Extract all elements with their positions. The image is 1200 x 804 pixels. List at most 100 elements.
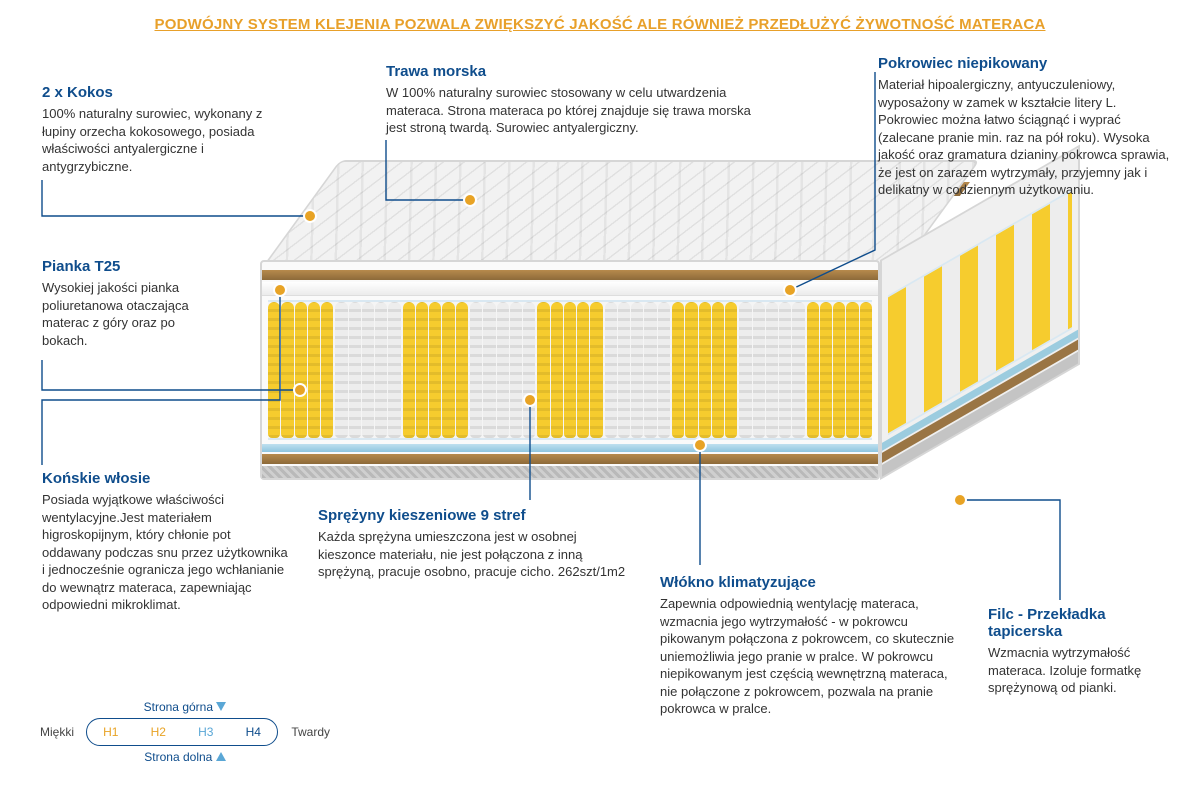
spring-zone xyxy=(335,302,400,438)
spring-coil xyxy=(321,302,333,438)
spring-coil xyxy=(699,302,711,438)
firmness-right-label: Twardy xyxy=(278,725,330,739)
mattress-front-face xyxy=(260,260,880,480)
callout-title: Pianka T25 xyxy=(42,258,222,275)
callout-title: Filc - Przekładka tapicerska xyxy=(988,606,1183,640)
callout-body: W 100% naturalny surowiec stosowany w ce… xyxy=(386,84,766,137)
spring-coil xyxy=(860,302,872,438)
firmness-h2: H2 xyxy=(151,725,166,739)
spring-coil xyxy=(577,302,589,438)
spring-zone xyxy=(537,302,602,438)
spring-coil xyxy=(388,302,400,438)
spring-coil xyxy=(416,302,428,438)
spring-coil xyxy=(672,302,684,438)
spring-coil xyxy=(308,302,320,438)
spring-coil xyxy=(497,302,509,438)
spring-coil xyxy=(739,302,751,438)
spring-coil xyxy=(753,302,765,438)
spring-coil xyxy=(470,302,482,438)
layer-felt xyxy=(262,466,878,478)
callout-sprezyny: Sprężyny kieszeniowe 9 stref Każda spręży… xyxy=(318,507,628,581)
callout-body: 100% naturalny surowiec, wykonany z łupi… xyxy=(42,105,292,175)
spring-coil xyxy=(605,302,617,438)
arrow-down-icon xyxy=(216,702,226,711)
spring-coil xyxy=(523,302,535,438)
firmness-h3: H3 xyxy=(198,725,213,739)
callout-body: Zapewnia odpowiednią wentylację materaca… xyxy=(660,595,960,718)
spring-coil xyxy=(779,302,791,438)
spring-zone xyxy=(403,302,468,438)
layer-foam xyxy=(262,282,878,296)
mattress-cover-top xyxy=(260,160,980,270)
firmness-bottom-label: Strona dolna xyxy=(144,750,212,764)
callout-pianka: Pianka T25 Wysokiej jakości pianka poliur… xyxy=(42,258,222,349)
callout-title: Pokrowiec niepikowany xyxy=(878,55,1178,72)
spring-zone xyxy=(807,302,872,438)
spring-coil xyxy=(335,302,347,438)
layer-coconut-top xyxy=(262,270,878,280)
spring-coil xyxy=(403,302,415,438)
spring-coil xyxy=(442,302,454,438)
callout-title: Sprężyny kieszeniowe 9 stref xyxy=(318,507,628,524)
spring-zone xyxy=(268,302,333,438)
firmness-pill: H1 H2 H3 H4 xyxy=(86,718,278,746)
spring-coil xyxy=(295,302,307,438)
spring-coil xyxy=(658,302,670,438)
spring-coil xyxy=(551,302,563,438)
spring-coil xyxy=(618,302,630,438)
spring-coil xyxy=(725,302,737,438)
spring-coil xyxy=(792,302,804,438)
firmness-top-label: Strona górna xyxy=(144,700,213,714)
spring-zone xyxy=(672,302,737,438)
firmness-scale: Strona górna Miękki H1 H2 H3 H4 Twardy S… xyxy=(40,700,330,764)
headline-banner: PODWÓJNY SYSTEM KLEJENIA POZWALA ZWIĘKSZ… xyxy=(0,16,1200,33)
spring-coil xyxy=(564,302,576,438)
spring-coil xyxy=(362,302,374,438)
spring-zone xyxy=(470,302,535,438)
spring-coil xyxy=(685,302,697,438)
callout-kokos: 2 x Kokos 100% naturalny surowiec, wykona… xyxy=(42,84,292,175)
spring-coil xyxy=(429,302,441,438)
callout-title: Włókno klimatyzujące xyxy=(660,574,960,591)
callout-title: Trawa morska xyxy=(386,63,766,80)
mattress-illustration xyxy=(280,160,1000,500)
spring-coil xyxy=(833,302,845,438)
callout-filc: Filc - Przekładka tapicerska Wzmacnia wyt… xyxy=(988,606,1183,697)
callout-title: 2 x Kokos xyxy=(42,84,292,101)
callout-title: Końskie włosie xyxy=(42,470,292,487)
callout-pokrowiec: Pokrowiec niepikowany Materiał hipoalergi… xyxy=(878,55,1178,199)
spring-coil xyxy=(631,302,643,438)
spring-coil xyxy=(483,302,495,438)
spring-coil xyxy=(510,302,522,438)
callout-body: Posiada wyjątkowe właściwości wentylacyj… xyxy=(42,491,292,614)
firmness-left-label: Miękki xyxy=(40,725,86,739)
spring-coil xyxy=(820,302,832,438)
spring-coil xyxy=(712,302,724,438)
callout-body: Materiał hipoalergiczny, antyuczuleniowy… xyxy=(878,76,1178,199)
spring-coil xyxy=(375,302,387,438)
spring-coil xyxy=(268,302,280,438)
spring-coil xyxy=(281,302,293,438)
spring-coil xyxy=(456,302,468,438)
firmness-h1: H1 xyxy=(103,725,118,739)
spring-coil xyxy=(590,302,602,438)
spring-zone xyxy=(739,302,804,438)
spring-zone xyxy=(605,302,670,438)
callout-body: Wzmacnia wytrzymałość materaca. Izoluje … xyxy=(988,644,1183,697)
spring-coil xyxy=(349,302,361,438)
spring-coil xyxy=(766,302,778,438)
callout-wlokno: Włókno klimatyzujące Zapewnia odpowiednią… xyxy=(660,574,960,718)
spring-coil xyxy=(807,302,819,438)
layer-climate-fibre xyxy=(262,444,878,452)
spring-coil xyxy=(846,302,858,438)
spring-coil xyxy=(644,302,656,438)
spring-coil xyxy=(537,302,549,438)
callout-konskie: Końskie włosie Posiada wyjątkowe właściwo… xyxy=(42,470,292,614)
layer-springs xyxy=(268,300,872,440)
callout-body: Wysokiej jakości pianka poliuretanowa ot… xyxy=(42,279,222,349)
arrow-up-icon xyxy=(216,752,226,761)
callout-body: Każda sprężyna umieszczona jest w osobne… xyxy=(318,528,628,581)
firmness-h4: H4 xyxy=(246,725,261,739)
layer-coconut-bottom xyxy=(262,454,878,464)
callout-trawa: Trawa morska W 100% naturalny surowiec st… xyxy=(386,63,766,137)
